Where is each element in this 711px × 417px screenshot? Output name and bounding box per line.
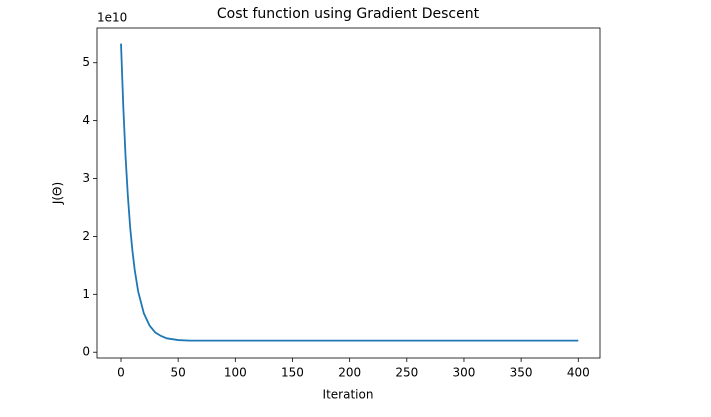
y-tick-label: 5 [82, 55, 90, 69]
y-tick-label: 3 [82, 171, 90, 185]
y-offset-label: 1e10 [97, 11, 127, 25]
y-tick-label: 0 [82, 345, 90, 359]
x-tick-label: 150 [281, 366, 304, 380]
y-axis-label: J(Θ) [51, 182, 65, 205]
x-tick-label: 300 [453, 366, 476, 380]
x-tick-label: 400 [567, 366, 590, 380]
plot-frame [96, 27, 601, 359]
y-tick-label: 4 [82, 113, 90, 127]
x-tick-label: 100 [224, 366, 247, 380]
line-series [120, 43, 579, 342]
x-tick-label: 0 [117, 366, 125, 380]
y-tick-label: 2 [82, 229, 90, 243]
x-tick-label: 50 [171, 366, 186, 380]
x-tick-label: 350 [510, 366, 533, 380]
x-axis-label: Iteration [323, 388, 374, 402]
y-tick-label: 1 [82, 287, 90, 301]
x-tick-label: 250 [395, 366, 418, 380]
chart-title: Cost function using Gradient Descent [217, 6, 480, 22]
x-tick-label: 200 [338, 366, 361, 380]
